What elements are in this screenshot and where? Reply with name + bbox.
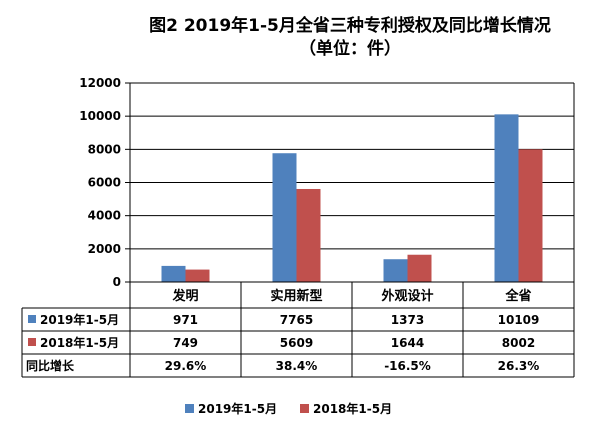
y-tick-label: 2000 [88, 242, 121, 256]
data-table: 发明 实用新型 外观设计 全省 2019年1-5月 971 7765 1373 10109 201… [21, 282, 575, 378]
y-tick-label: 6000 [88, 176, 121, 190]
bar-2019-0 [161, 265, 186, 282]
category-label: 实用新型 [270, 288, 322, 304]
table-cell: 1644 [391, 336, 424, 350]
bar-2019-2 [383, 259, 408, 282]
category-label: 全省 [504, 288, 531, 304]
y-tick-label: 8000 [88, 142, 121, 156]
table-cell: 1373 [391, 313, 424, 327]
growth-cell: 26.3% [498, 359, 540, 373]
chart-subtitle: （单位：件） [299, 38, 401, 59]
y-tick-label: 12000 [79, 76, 121, 90]
bar-2018-2 [407, 254, 432, 282]
growth-cell: 29.6% [165, 359, 207, 373]
bar-2018-3 [518, 149, 543, 282]
table-cell: 971 [173, 313, 198, 327]
category-label: 发明 [171, 288, 198, 304]
bar-2019-1 [272, 153, 297, 282]
bars [161, 114, 543, 282]
bar-2018-1 [296, 188, 321, 282]
y-ticks: 0 2000 4000 6000 8000 10000 12000 [79, 76, 130, 289]
growth-cell: -16.5% [384, 359, 431, 373]
legend-key [185, 404, 194, 413]
bar-2019-3 [494, 114, 519, 282]
legend-key [300, 404, 309, 413]
table-cell: 8002 [502, 336, 535, 350]
table-row-label: 2018年1-5月 [40, 335, 119, 350]
category-label: 外观设计 [380, 288, 433, 304]
table-legend-key [28, 338, 36, 346]
legend-label: 2019年1-5月 [198, 401, 277, 416]
table-cell: 749 [173, 336, 198, 350]
legend: 2019年1-5月 2018年1-5月 [185, 401, 392, 416]
growth-label: 同比增长 [26, 358, 75, 373]
growth-cell: 38.4% [276, 359, 318, 373]
table-cell: 5609 [280, 336, 313, 350]
table-legend-key [28, 315, 36, 323]
table-row-label: 2019年1-5月 [40, 312, 119, 327]
table-cell: 10109 [498, 313, 540, 327]
y-tick-label: 0 [113, 275, 121, 289]
y-tick-label: 4000 [88, 209, 121, 223]
chart-title: 图2 2019年1-5月全省三种专利授权及同比增长情况 [149, 15, 551, 36]
table-cell: 7765 [280, 313, 313, 327]
legend-label: 2018年1-5月 [313, 401, 392, 416]
bar-2018-0 [185, 269, 210, 282]
y-tick-label: 10000 [79, 109, 121, 123]
